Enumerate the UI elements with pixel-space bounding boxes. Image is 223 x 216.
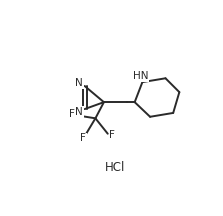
Text: N: N [75,78,83,88]
Text: F: F [69,110,74,119]
Text: HN: HN [133,71,149,81]
Text: HCl: HCl [105,161,126,174]
Text: F: F [109,130,115,140]
Text: F: F [80,133,86,143]
Text: N: N [75,107,83,117]
